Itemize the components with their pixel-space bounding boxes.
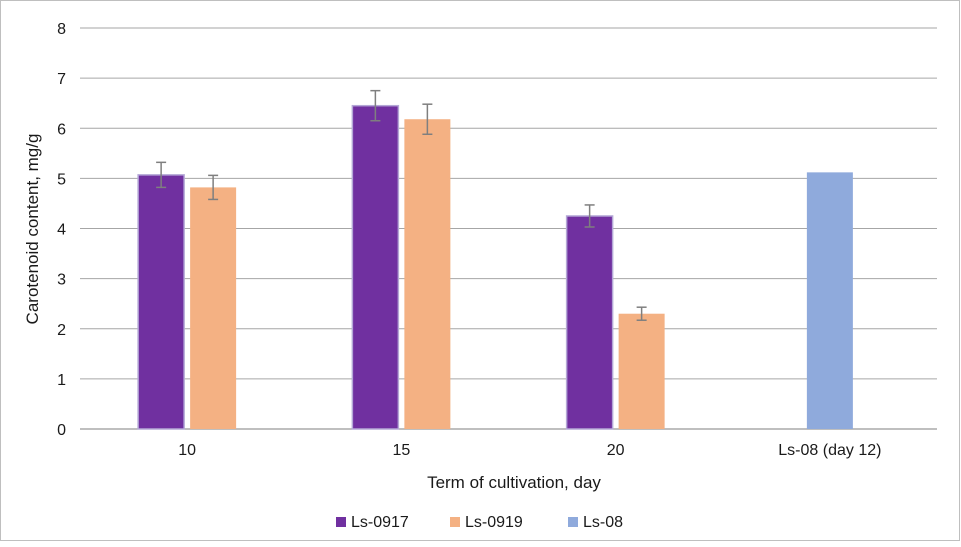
error-bar: [584, 204, 595, 228]
x-tick-labels: 10 15 20 Ls-08 (day 12): [178, 442, 881, 459]
y-tick-label: 6: [57, 121, 66, 138]
bars: [137, 104, 853, 430]
y-tick-label: 4: [57, 222, 66, 239]
y-tick-label: 1: [57, 372, 66, 389]
bar-ls-0919-1: [404, 119, 451, 429]
y-tick-label: 7: [57, 71, 66, 88]
legend-label: Ls-08: [583, 514, 623, 531]
x-tick-label: 20: [607, 442, 625, 459]
error-bar: [156, 161, 167, 189]
error-bar: [636, 306, 647, 321]
x-tick-label: 10: [178, 442, 196, 459]
error-bars: [156, 89, 647, 321]
x-axis-title: Term of cultivation, day: [427, 473, 601, 492]
bar-ls-08-3: [806, 172, 853, 430]
legend: Ls-0917 Ls-0919 Ls-08: [336, 514, 623, 531]
x-tick-label: Ls-08 (day 12): [778, 442, 881, 459]
bar-ls-0917-2: [565, 215, 614, 430]
legend-swatch: [336, 517, 346, 527]
x-tick-label: 15: [392, 442, 410, 459]
y-tick-label: 5: [57, 171, 66, 188]
legend-label: Ls-0919: [465, 514, 523, 531]
bar-ls-0919-0: [190, 187, 237, 429]
legend-swatch: [450, 517, 460, 527]
bar-ls-0919-2: [618, 313, 665, 429]
error-bar: [370, 89, 381, 122]
y-tick-label: 3: [57, 272, 66, 289]
legend-swatch: [568, 517, 578, 527]
y-tick-label: 2: [57, 322, 66, 339]
y-tick-label: 0: [57, 422, 66, 439]
error-bar: [208, 174, 219, 201]
legend-item-ls-0919: Ls-0919: [450, 514, 523, 531]
error-bar: [422, 103, 433, 136]
legend-item-ls-0917: Ls-0917: [336, 514, 409, 531]
legend-item-ls-08: Ls-08: [568, 514, 623, 531]
y-tick-labels: 0 1 2 3 4 5 6 7 8: [57, 21, 66, 439]
bar-ls-0917-0: [137, 174, 185, 430]
legend-label: Ls-0917: [351, 514, 409, 531]
y-axis-title: Carotenoid content, mg/g: [23, 134, 42, 325]
y-tick-label: 8: [57, 21, 66, 38]
bar-ls-0917-1: [351, 104, 400, 430]
